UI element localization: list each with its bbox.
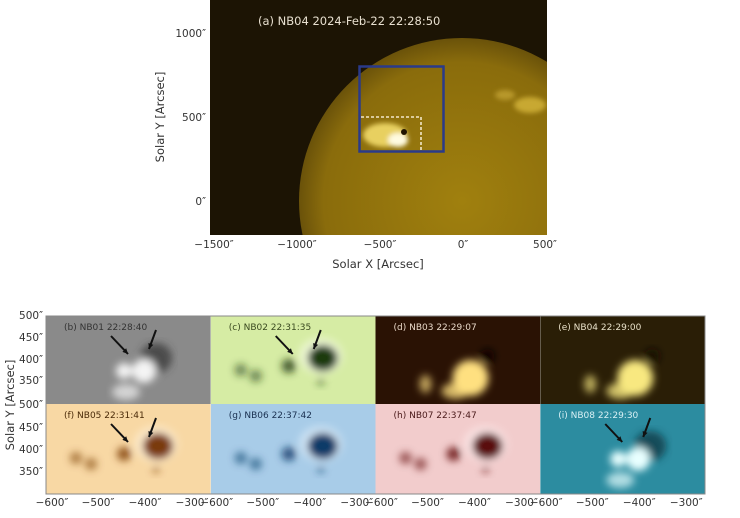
x-tick: −500″ bbox=[576, 497, 609, 509]
panel-e: (e) NB04 22:29:00 bbox=[540, 316, 705, 404]
x-tick: −600″ bbox=[365, 497, 398, 509]
x-tick: −500″ bbox=[364, 239, 397, 251]
panel-label: (f) NB05 22:31:41 bbox=[64, 411, 145, 421]
panel-i: (i) NB08 22:29:30 bbox=[540, 404, 705, 494]
y-tick: 500″ bbox=[19, 310, 43, 322]
arrowhead-icon bbox=[616, 436, 623, 442]
panel-grid: (b) NB01 22:28:40 (c) NB02 22:31:35 (d) NB… bbox=[46, 316, 705, 494]
panel-label: (i) NB08 22:29:30 bbox=[558, 411, 638, 421]
panel-c: (c) NB02 22:31:35 bbox=[210, 316, 376, 404]
x-tick: −600″ bbox=[200, 497, 233, 509]
x-tick: −300″ bbox=[176, 497, 209, 509]
y-tick: 500″ bbox=[182, 112, 206, 124]
panel-label: (g) NB06 22:37:42 bbox=[229, 411, 312, 421]
panel-g: (g) NB06 22:37:42 bbox=[210, 404, 376, 494]
grid-y-axis-label: Solar Y [Arcsec] bbox=[3, 360, 17, 451]
arrowhead-icon bbox=[642, 431, 648, 437]
x-tick: −1000″ bbox=[277, 239, 317, 251]
arrowhead-icon bbox=[148, 431, 154, 437]
top-panel-label: (a) NB04 2024-Feb-22 22:28:50 bbox=[258, 14, 440, 28]
x-tick: −1500″ bbox=[194, 239, 234, 251]
arrowhead-icon bbox=[122, 348, 128, 354]
top-x-axis-label: Solar X [Arcsec] bbox=[332, 257, 424, 271]
panel-label: (h) NB07 22:37:47 bbox=[394, 411, 477, 421]
y-tick: 450″ bbox=[19, 422, 43, 434]
x-tick: −600″ bbox=[36, 497, 69, 509]
x-tick: 0″ bbox=[458, 239, 469, 251]
panel-f: (f) NB05 22:31:41 bbox=[46, 404, 211, 494]
full-disk-image bbox=[210, 0, 547, 235]
arrowhead-icon bbox=[313, 343, 319, 349]
x-tick: −300″ bbox=[340, 497, 373, 509]
y-tick: 400″ bbox=[19, 354, 43, 366]
x-tick: −300″ bbox=[670, 497, 703, 509]
x-tick: −500″ bbox=[246, 497, 279, 509]
arrowhead-icon bbox=[148, 343, 154, 349]
grid-x-ticks: −600″ −500″ −400″ −300″−600″ −500″ −400″ −300″… bbox=[36, 497, 703, 509]
top-y-axis-label: Solar Y [Arcsec] bbox=[153, 72, 167, 163]
panel-label: (c) NB02 22:31:35 bbox=[229, 323, 311, 333]
x-tick: −500″ bbox=[411, 497, 444, 509]
x-tick: 500″ bbox=[533, 239, 557, 251]
y-tick: 350″ bbox=[19, 466, 43, 478]
y-tick: 450″ bbox=[19, 332, 43, 344]
x-tick: −300″ bbox=[505, 497, 538, 509]
panel-label: (d) NB03 22:29:07 bbox=[394, 323, 477, 333]
x-tick: −400″ bbox=[623, 497, 656, 509]
arrowhead-icon bbox=[287, 348, 293, 354]
y-tick: 400″ bbox=[19, 444, 43, 456]
panel-label: (b) NB01 22:28:40 bbox=[64, 323, 148, 333]
top-x-ticks: −1500″ −1000″ −500″ 0″ 500″ bbox=[194, 239, 557, 251]
x-tick: −400″ bbox=[129, 497, 162, 509]
panel-d: (d) NB03 22:29:07 bbox=[375, 316, 541, 404]
y-tick: 350″ bbox=[19, 375, 43, 387]
x-tick: −600″ bbox=[530, 497, 563, 509]
x-tick: −400″ bbox=[293, 497, 326, 509]
zoom-region-box bbox=[358, 65, 445, 153]
x-tick: −500″ bbox=[82, 497, 115, 509]
arrowhead-icon bbox=[122, 436, 128, 442]
y-tick: 1000″ bbox=[175, 28, 206, 40]
grid-y-ticks: 500″ 450″ 400″ 350″ 500″ 450″ 400″ 350″ bbox=[19, 310, 43, 478]
grid-frame bbox=[45, 315, 706, 495]
y-tick: 0″ bbox=[195, 196, 206, 208]
panel-label: (e) NB04 22:29:00 bbox=[558, 323, 641, 333]
panel-h: (h) NB07 22:37:47 bbox=[375, 404, 541, 494]
panel-b: (b) NB01 22:28:40 bbox=[46, 316, 211, 404]
top-y-ticks: 1000″ 500″ 0″ bbox=[175, 28, 206, 208]
zoom-region-dashed-box bbox=[361, 116, 422, 150]
x-tick: −400″ bbox=[458, 497, 491, 509]
y-tick: 500″ bbox=[19, 399, 43, 411]
